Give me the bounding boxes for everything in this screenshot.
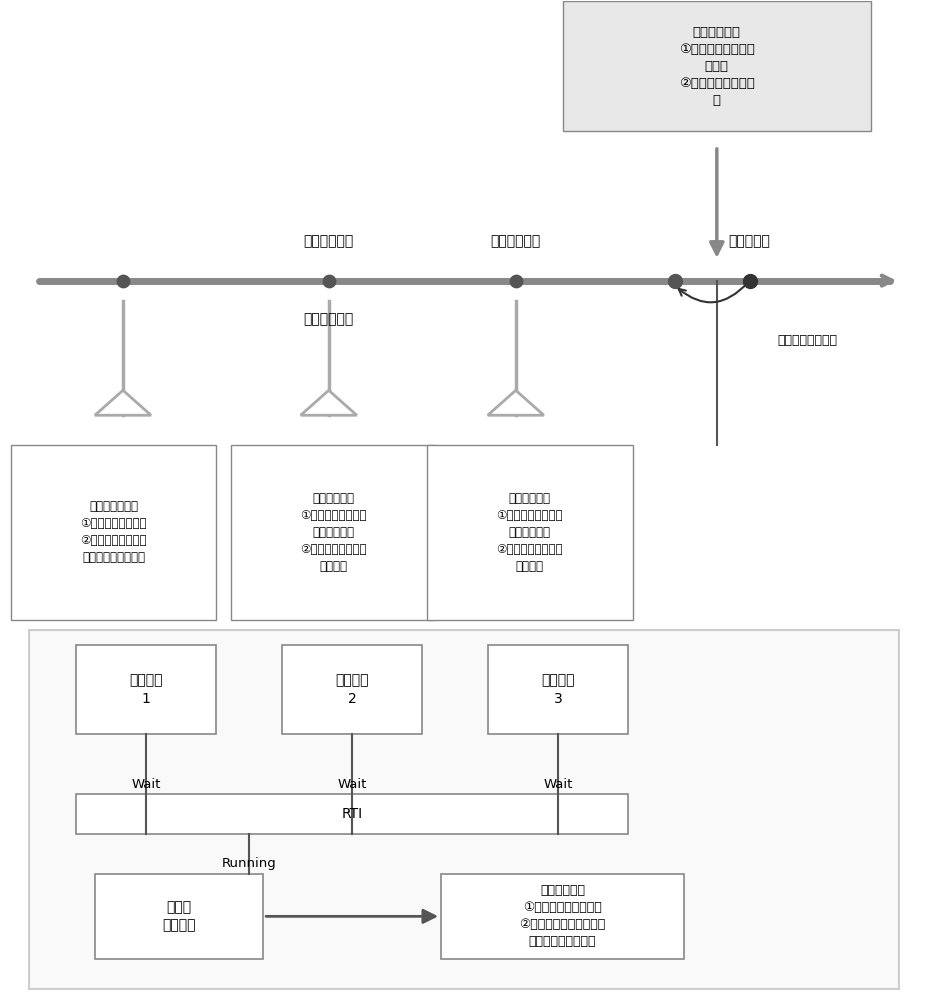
Text: 仿真出错点: 仿真出错点: [729, 235, 770, 249]
Polygon shape: [301, 390, 356, 415]
Polygon shape: [95, 390, 151, 415]
Text: 出错的
仿真模型: 出错的 仿真模型: [162, 900, 196, 933]
FancyBboxPatch shape: [95, 874, 264, 959]
Text: 仿真模型
3: 仿真模型 3: [541, 673, 575, 706]
Text: 第一个保存点: 第一个保存点: [304, 313, 354, 327]
Point: [508, 273, 523, 289]
Text: 仿真运行中：
①检测出有仿真模型
出错；
②回退到上一个保存
点: 仿真运行中： ①检测出有仿真模型 出错； ②回退到上一个保存 点: [679, 26, 755, 107]
Text: Wait: Wait: [131, 778, 161, 791]
FancyBboxPatch shape: [76, 794, 628, 834]
Text: 出错后处理：
①重新部署仿真模型；
②读取共享区数据，独自
运行到上一个保存点: 出错后处理： ①重新部署仿真模型； ②读取共享区数据，独自 运行到上一个保存点: [520, 884, 606, 948]
FancyBboxPatch shape: [76, 645, 217, 734]
FancyBboxPatch shape: [231, 445, 436, 620]
Point: [742, 273, 757, 289]
Text: RTI: RTI: [341, 807, 363, 821]
FancyBboxPatch shape: [441, 874, 684, 959]
Point: [321, 273, 336, 289]
Text: 第一个保存点: 第一个保存点: [304, 235, 354, 249]
FancyBboxPatch shape: [29, 630, 900, 989]
FancyBboxPatch shape: [10, 445, 217, 620]
Point: [115, 273, 130, 289]
Point: [667, 273, 682, 289]
FancyBboxPatch shape: [563, 1, 871, 131]
Text: 仿真模型
2: 仿真模型 2: [336, 673, 369, 706]
Text: 仿真运行开始：
①各仿真成员加入；
②开启共享数据区，
对仿真过程进行记录: 仿真运行开始： ①各仿真成员加入； ②开启共享数据区， 对仿真过程进行记录: [81, 500, 147, 564]
Text: 回退到上个错误点: 回退到上个错误点: [778, 334, 838, 347]
Text: 仿真运行中：
①各仿真成员检测是
否正在运行；
②数据共享区对数据
进行记录: 仿真运行中： ①各仿真成员检测是 否正在运行； ②数据共享区对数据 进行记录: [300, 492, 367, 573]
Polygon shape: [488, 390, 544, 415]
FancyArrowPatch shape: [679, 283, 748, 302]
Text: 仿真模型
1: 仿真模型 1: [129, 673, 163, 706]
FancyBboxPatch shape: [282, 645, 422, 734]
Text: 仿真运行中：
①各仿真成员检测是
否正在运行；
②数据共享区对数据
进行记录: 仿真运行中： ①各仿真成员检测是 否正在运行； ②数据共享区对数据 进行记录: [496, 492, 563, 573]
Text: Wait: Wait: [338, 778, 367, 791]
FancyBboxPatch shape: [488, 645, 628, 734]
Text: Wait: Wait: [543, 778, 572, 791]
FancyBboxPatch shape: [427, 445, 632, 620]
Text: 第二个保存点: 第二个保存点: [491, 235, 541, 249]
Text: Running: Running: [222, 857, 277, 870]
